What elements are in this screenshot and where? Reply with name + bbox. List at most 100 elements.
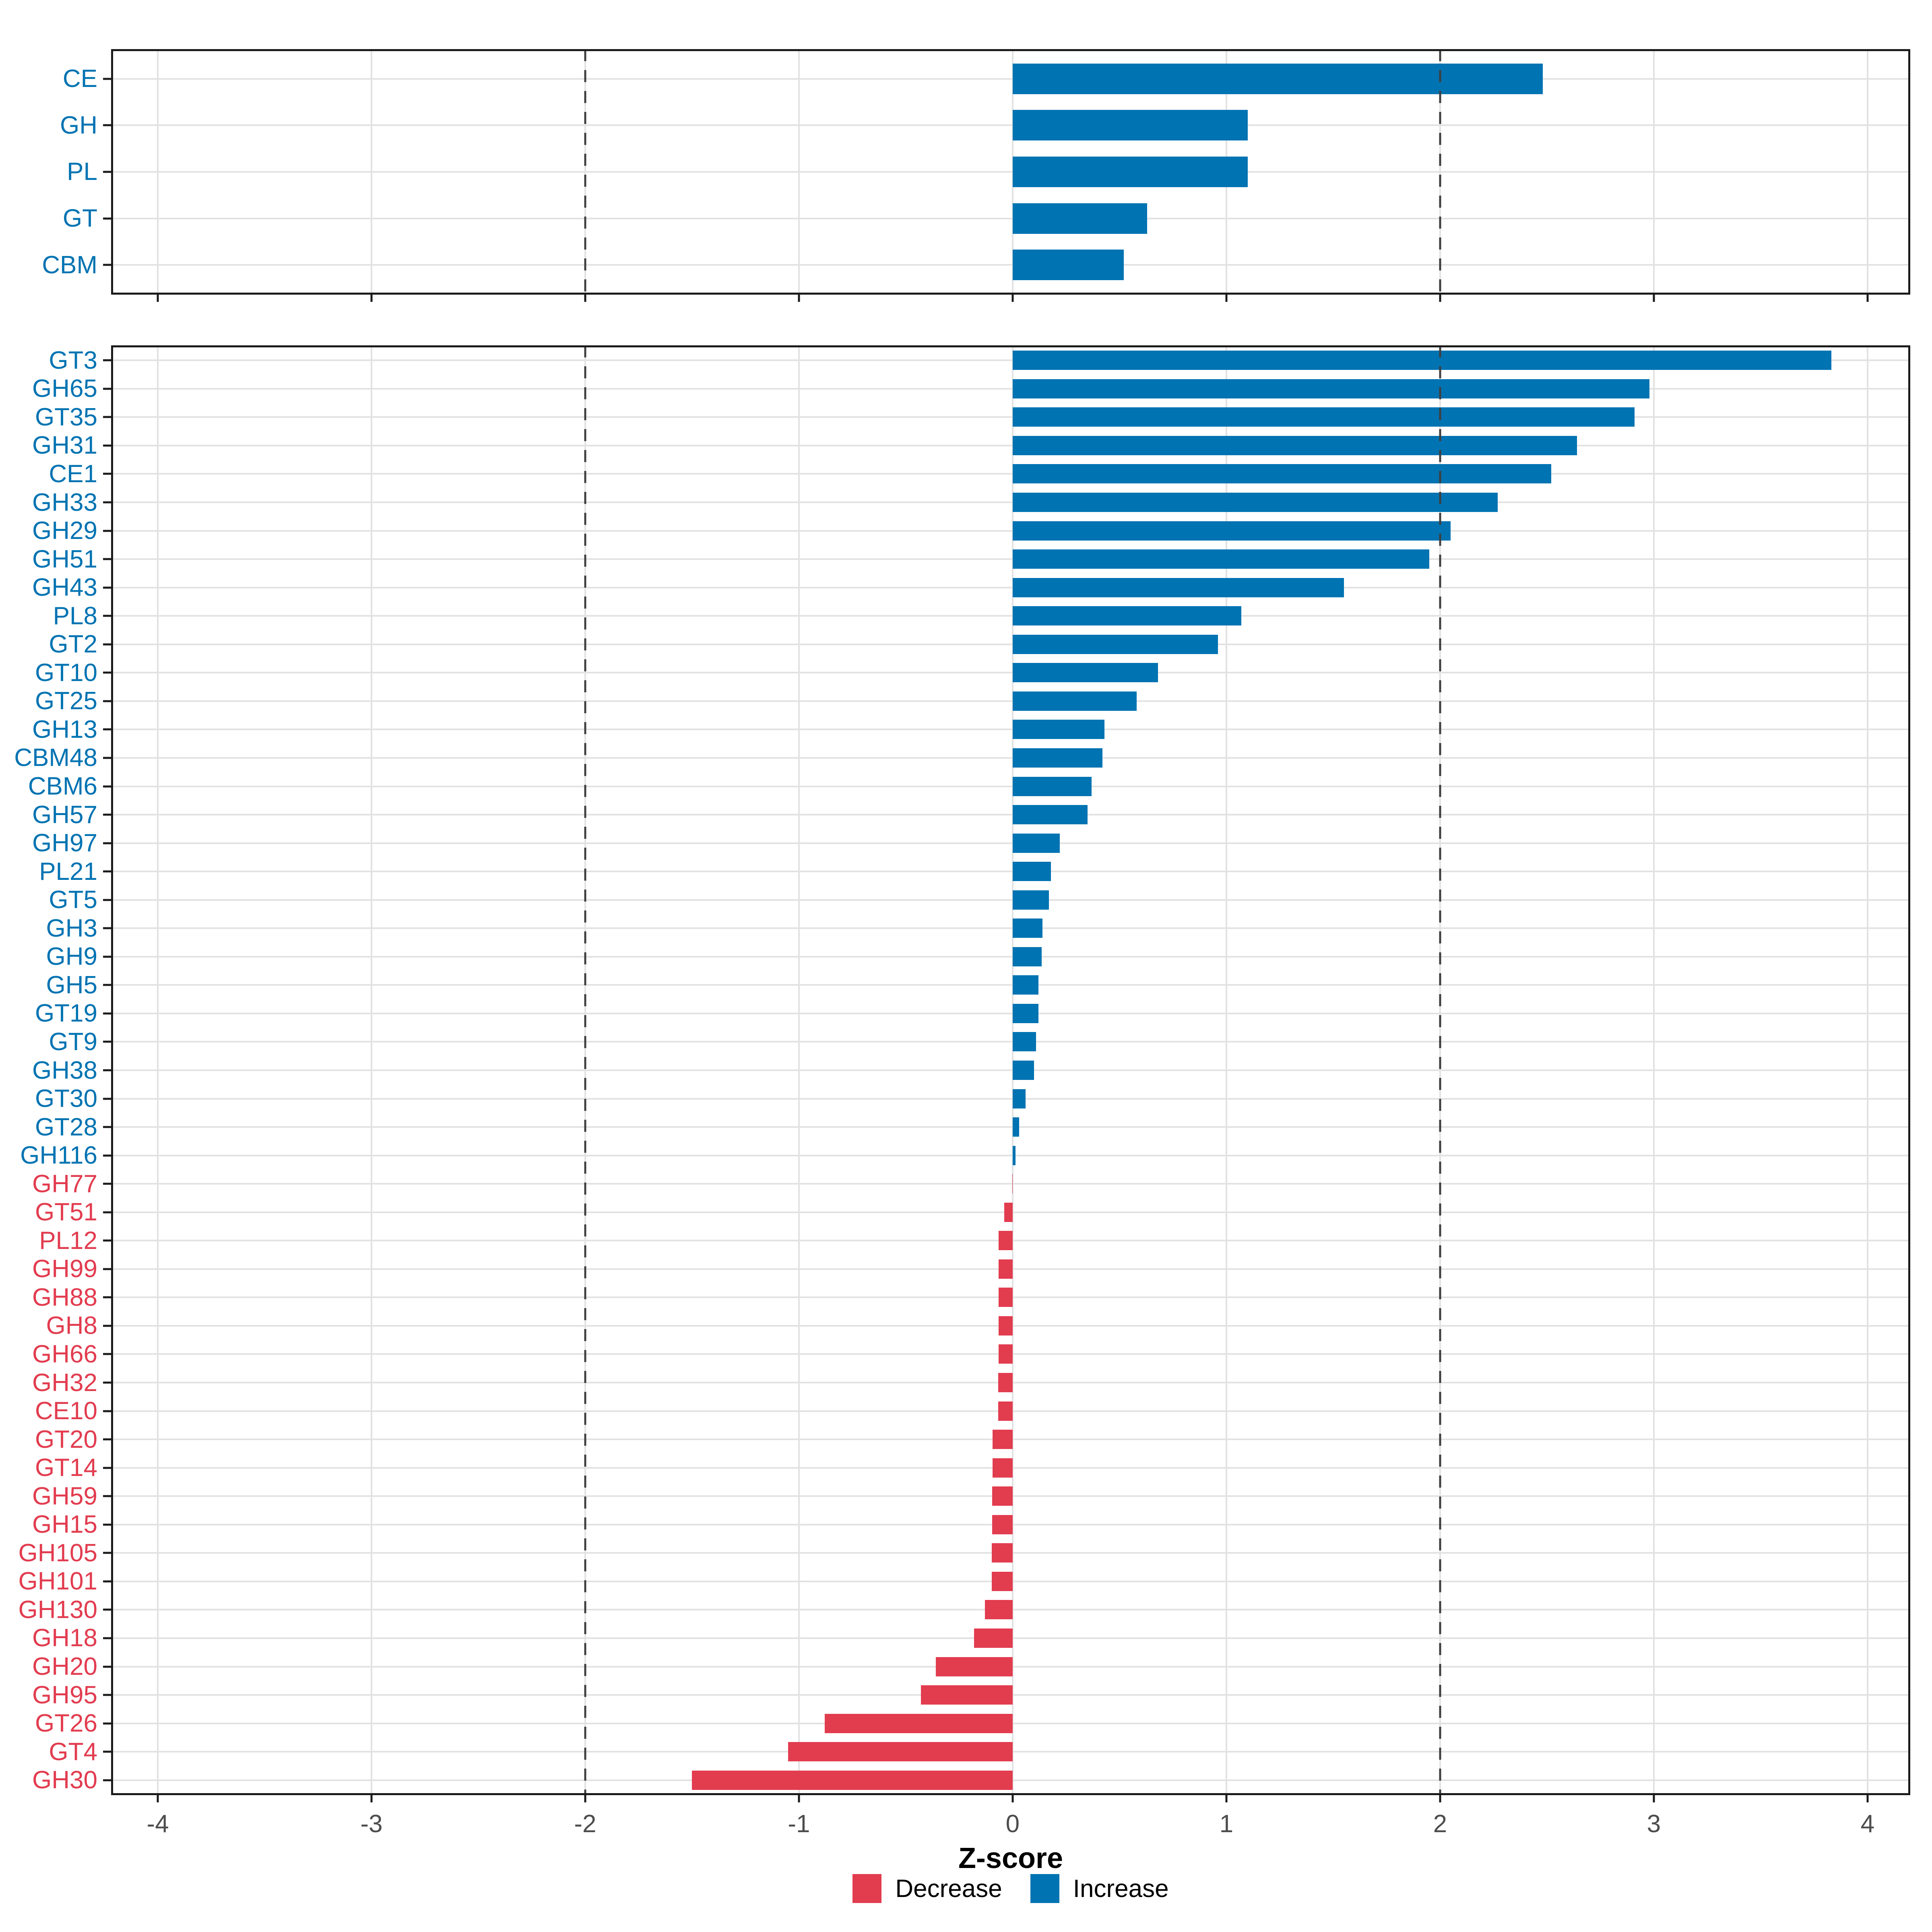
bar-row: GT5: [0, 886, 1932, 914]
bar-row: GH18: [0, 1624, 1932, 1653]
bar-GH: [1012, 110, 1248, 141]
y-tick-mark: [103, 501, 111, 504]
bar-row: GH8: [0, 1312, 1932, 1340]
category-label-GT4: GT4: [49, 1738, 97, 1766]
y-tick-mark: [103, 264, 111, 266]
bar-row: GH65: [0, 375, 1932, 403]
bar-row: PL12: [0, 1226, 1932, 1255]
x-tick-label: -2: [574, 1810, 597, 1838]
bar-row: CE1: [0, 460, 1932, 488]
x-tick-mark: [370, 295, 373, 302]
y-gridline: [111, 984, 1910, 986]
bar-CE1: [1012, 464, 1551, 484]
bar-GH38: [1012, 1060, 1034, 1080]
bar-row: GH: [0, 102, 1932, 149]
bar-GH77: [1012, 1174, 1013, 1194]
x-axis-title: Z-score: [958, 1842, 1063, 1874]
y-tick-mark: [103, 1410, 111, 1412]
y-gridline: [111, 1069, 1910, 1071]
bar-row: GH130: [0, 1596, 1932, 1624]
legend: Decrease Increase: [111, 1874, 1910, 1903]
bar-row: GH99: [0, 1255, 1932, 1284]
y-gridline: [111, 217, 1910, 219]
bar-row: GT10: [0, 658, 1932, 687]
bar-GT25: [1012, 691, 1137, 711]
y-gridline: [111, 899, 1910, 901]
category-label-GH32: GH32: [32, 1368, 97, 1397]
x-tick-label: 3: [1647, 1810, 1661, 1838]
y-tick-mark: [103, 842, 111, 844]
bar-row: GH88: [0, 1283, 1932, 1312]
category-label-GH66: GH66: [32, 1340, 97, 1368]
category-label-GT: GT: [62, 204, 97, 233]
bar-GT9: [1012, 1032, 1036, 1052]
bar-row: GT4: [0, 1738, 1932, 1766]
x-tick-mark: [1439, 295, 1441, 302]
decrease-color-swatch: [852, 1874, 882, 1903]
y-gridline: [111, 502, 1910, 504]
x-tick-label: 1: [1219, 1810, 1234, 1838]
y-tick-mark: [103, 1126, 111, 1128]
legend-label-increase: Increase: [1073, 1874, 1169, 1903]
bar-row: GT35: [0, 403, 1932, 431]
category-label-GH59: GH59: [32, 1482, 97, 1510]
bar-GH105: [992, 1543, 1013, 1563]
bar-GH51: [1012, 549, 1430, 569]
y-tick-mark: [103, 530, 111, 532]
bar-GH29: [1012, 521, 1451, 541]
category-label-GH97: GH97: [32, 829, 97, 857]
y-tick-mark: [103, 956, 111, 958]
category-label-CE: CE: [62, 65, 97, 93]
y-tick-mark: [103, 1694, 111, 1696]
y-tick-mark: [103, 1495, 111, 1497]
y-tick-mark: [103, 1296, 111, 1298]
y-tick-mark: [103, 870, 111, 873]
bar-GH101: [992, 1571, 1013, 1591]
y-gridline: [111, 264, 1910, 266]
x-tick-label: 4: [1860, 1810, 1875, 1838]
category-label-GH8: GH8: [46, 1312, 97, 1340]
y-tick-mark: [103, 473, 111, 475]
category-label-PL12: PL12: [39, 1226, 97, 1255]
y-gridline: [111, 558, 1910, 560]
x-tick-mark: [1225, 295, 1228, 302]
bar-GH33: [1012, 493, 1498, 512]
class-panel: CE GH PL GT CBM: [0, 49, 1932, 302]
y-gridline: [111, 359, 1910, 361]
category-label-CBM: CBM: [42, 251, 97, 279]
category-label-GT25: GT25: [35, 687, 97, 715]
x-tick-mark: [157, 1795, 159, 1802]
category-label-PL: PL: [67, 158, 97, 186]
bar-row: GH5: [0, 971, 1932, 999]
y-tick-mark: [103, 1239, 111, 1242]
bar-GH43: [1012, 578, 1344, 597]
y-gridline: [111, 171, 1910, 173]
y-tick-mark: [103, 1580, 111, 1583]
increase-color-swatch: [1030, 1874, 1059, 1903]
bar-GH99: [999, 1259, 1013, 1279]
bar-GH66: [998, 1344, 1013, 1364]
bar-row: GT25: [0, 687, 1932, 716]
legend-label-decrease: Decrease: [895, 1874, 1002, 1903]
y-gridline: [111, 842, 1910, 844]
category-label-GH31: GH31: [32, 431, 97, 460]
y-tick-mark: [103, 217, 111, 220]
x-tick-mark: [584, 295, 586, 302]
y-gridline: [111, 473, 1910, 475]
bar-GH97: [1012, 833, 1060, 853]
bar-GT51: [1004, 1202, 1013, 1222]
bar-row: GH97: [0, 829, 1932, 857]
y-tick-mark: [103, 1154, 111, 1157]
category-label-GH57: GH57: [32, 801, 97, 829]
bar-row: GT28: [0, 1113, 1932, 1141]
y-tick-mark: [103, 813, 111, 816]
x-tick-mark: [1866, 1795, 1869, 1802]
category-label-GH65: GH65: [32, 375, 97, 403]
y-gridline: [111, 1012, 1910, 1014]
category-label-GH9: GH9: [46, 943, 97, 971]
category-label-GH13: GH13: [32, 715, 97, 743]
bar-row: GH9: [0, 943, 1932, 971]
category-label-GH30: GH30: [32, 1766, 97, 1794]
reference-line-dashed: [1439, 49, 1441, 295]
bar-row: GT19: [0, 999, 1932, 1028]
